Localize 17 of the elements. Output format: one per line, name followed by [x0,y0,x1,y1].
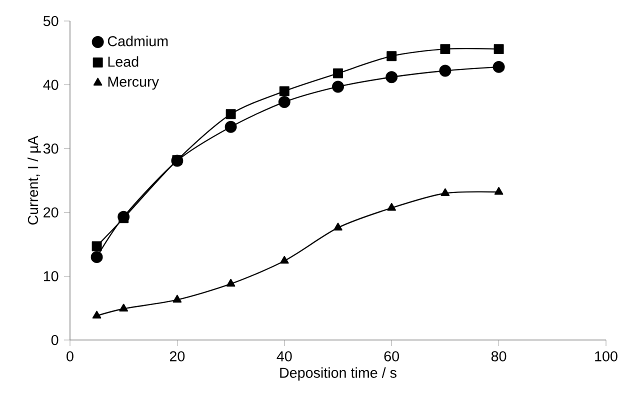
y-tick-label: 10 [44,271,58,282]
y-tick-label: 40 [43,80,58,90]
y-axis-title: Current, I / µA [28,136,41,225]
legend-label: Mercury [108,76,159,90]
y-tick-label: 0 [51,334,58,346]
legend-label: Lead [108,56,138,67]
y-tick-label: 20 [44,207,58,218]
x-tick-label: 40 [276,351,292,362]
x-tick-label: 80 [491,351,506,362]
x-tick-label: 60 [384,351,400,362]
x-tick-label: 100 [595,351,618,362]
x-tick-label: 20 [170,351,185,362]
x-tick-label: 0 [66,351,74,362]
x-axis-title: Deposition time / s [280,367,396,381]
legend-label: Cadmium [108,36,168,46]
y-tick-label: 50 [43,16,58,26]
y-tick-label: 30 [43,144,58,154]
